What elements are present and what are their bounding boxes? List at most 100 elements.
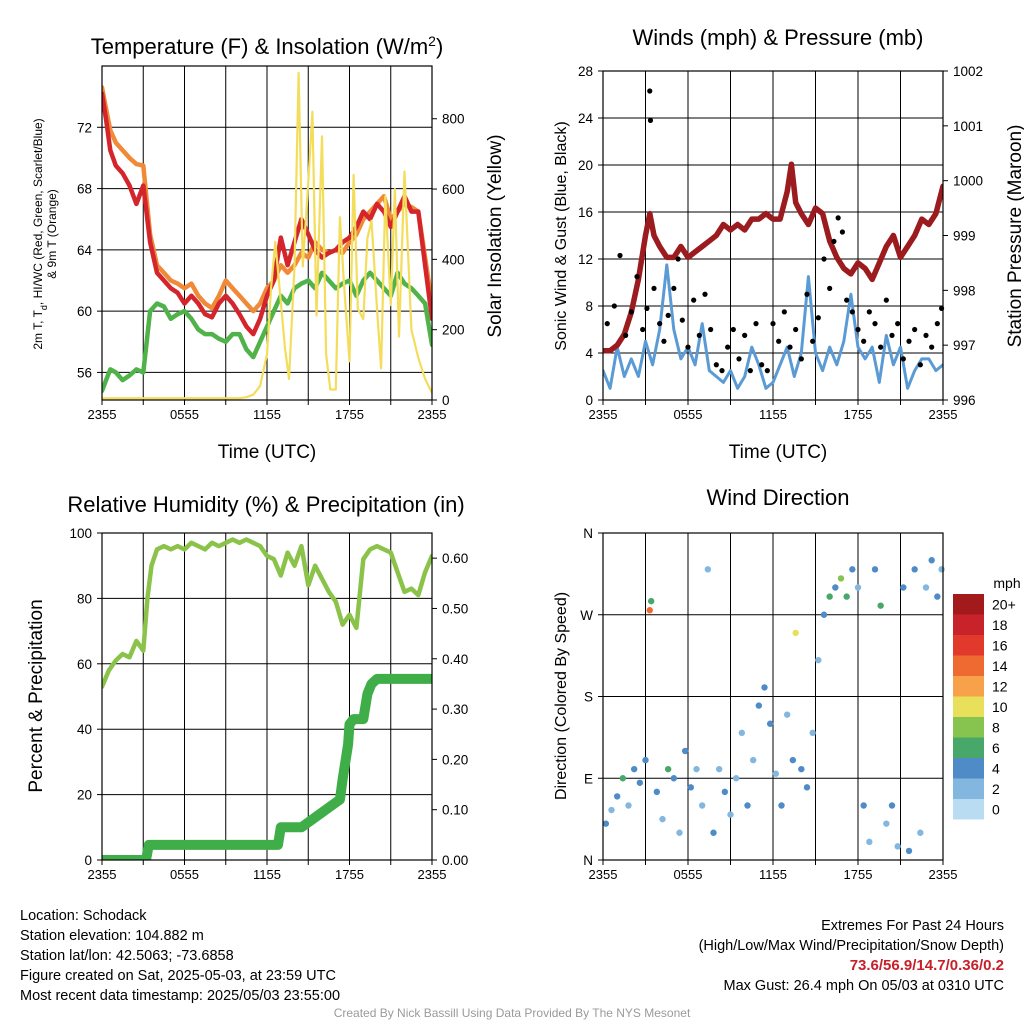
gust-point <box>742 332 748 338</box>
gust-point <box>611 303 617 309</box>
gust-point <box>702 291 708 297</box>
y-tick-label: 72 <box>77 120 92 135</box>
gust-point <box>770 321 776 327</box>
x-tick-label: 2355 <box>589 867 618 882</box>
y-tick-label: 20 <box>578 158 593 173</box>
insolation-y2axis-label: Solar Insolation (Yellow) <box>485 134 506 337</box>
y-tick-label: 80 <box>77 591 92 606</box>
legend-label: 6 <box>992 740 1000 756</box>
x-tick-label: 1155 <box>759 407 787 422</box>
x-tick-label: 2355 <box>589 407 618 422</box>
legend-swatch <box>953 737 984 758</box>
station-latlon: Station lat/lon: 42.5063; -73.6858 <box>20 948 234 964</box>
credit-line: Created By Nick Bassill Using Data Provi… <box>333 1006 691 1020</box>
legend-swatch <box>953 778 984 799</box>
gust-point <box>929 344 935 350</box>
direction-point <box>710 829 717 836</box>
speed-legend: 20+ 18 16 14 12 10 8 6 4 2 0 <box>953 594 1016 820</box>
gust-point <box>793 326 799 333</box>
direction-point <box>877 602 884 609</box>
x-tick-label: 1155 <box>253 407 281 422</box>
legend-label: 16 <box>992 637 1008 653</box>
y2-tick-label: 0.40 <box>442 652 468 667</box>
direction-point <box>630 765 638 773</box>
winds-xaxis-label: Time (UTC) <box>729 442 828 463</box>
x-tick-label: 0555 <box>170 867 199 882</box>
direction-point <box>798 765 805 773</box>
y2-tick-label: 0.20 <box>442 752 468 767</box>
y-tick-label: 24 <box>578 111 594 126</box>
wind-direction-panel-title: Wind Direction <box>706 485 849 510</box>
gust-point <box>736 356 742 362</box>
gust-point <box>661 338 667 344</box>
y-tick-label: 28 <box>578 64 593 79</box>
gust-point <box>685 344 691 350</box>
direction-point <box>659 815 666 823</box>
gust-point <box>831 238 837 244</box>
gust-point <box>804 291 810 297</box>
legend-label: 2 <box>992 781 1000 797</box>
direction-point <box>755 702 763 709</box>
direction-point <box>792 629 799 637</box>
y-tick-label: 100 <box>69 526 92 541</box>
legend-swatch <box>953 758 984 779</box>
gust-point <box>849 309 855 315</box>
direction-point <box>664 765 672 773</box>
legend-label: 14 <box>992 658 1008 674</box>
direction-point <box>888 802 896 809</box>
plot-frame <box>101 65 433 401</box>
direction-point <box>613 793 621 800</box>
direction-point <box>778 802 785 809</box>
x-tick-label: 2355 <box>418 867 447 882</box>
gust-point <box>861 338 867 344</box>
direction-point <box>843 593 850 600</box>
gust-point <box>923 332 929 338</box>
gust-point <box>644 305 650 311</box>
direction-point <box>698 802 706 809</box>
legend-swatch <box>953 655 984 676</box>
gust-point <box>835 215 841 221</box>
x-tick-label: 2355 <box>929 407 958 422</box>
y-tick-label: 20 <box>77 788 92 803</box>
gust-point <box>604 321 610 327</box>
speed-legend-title: mph <box>993 575 1020 591</box>
recent-timestamp: Most recent data timestamp: 2025/05/03 2… <box>20 988 341 1004</box>
direction-point <box>602 820 610 827</box>
extremes-title: Extremes For Past 24 Hours <box>821 918 1004 934</box>
x-tick-label: 0555 <box>674 407 703 422</box>
extremes-info: Extremes For Past 24 Hours (High/Low/Max… <box>699 916 1004 996</box>
direction-point <box>938 566 945 573</box>
temperature-yaxis-label-line2: & 9m T (Orange) <box>45 189 59 279</box>
gust-point <box>855 326 861 333</box>
legend-swatch <box>953 676 984 697</box>
direction-point <box>727 811 734 818</box>
direction-point <box>820 611 828 618</box>
x-tick-label: 1755 <box>335 867 364 882</box>
direction-point <box>619 775 627 782</box>
gust-point <box>839 229 846 235</box>
direction-point <box>809 729 816 737</box>
direction-point <box>883 820 890 827</box>
gust-point <box>708 326 714 333</box>
y2-tick-label: 0 <box>442 393 450 408</box>
direction-point <box>900 584 907 591</box>
direction-point <box>849 566 856 573</box>
legend-label: 12 <box>992 678 1008 694</box>
max-gust: Max Gust: 26.4 mph On 05/03 at 0310 UTC <box>723 978 1004 994</box>
winds-panel-title: Winds (mph) & Pressure (mb) <box>633 25 924 50</box>
gust-point <box>725 344 731 350</box>
y-tick-label: 40 <box>77 722 92 737</box>
y2-tick-label: 999 <box>953 229 976 244</box>
gust-point <box>764 368 770 374</box>
gust-point <box>640 326 646 333</box>
y-tick-label: 0 <box>585 393 593 408</box>
y2-tick-label: 200 <box>442 323 465 338</box>
gust-point <box>696 332 702 338</box>
gust-point <box>675 256 681 262</box>
x-tick-label: 2355 <box>88 407 117 422</box>
direction-point <box>905 847 913 855</box>
gust-point <box>798 356 804 362</box>
gust-point <box>651 285 657 291</box>
humidity-yaxis-label: Percent & Precipitation <box>26 599 47 792</box>
gust-point <box>719 368 725 374</box>
